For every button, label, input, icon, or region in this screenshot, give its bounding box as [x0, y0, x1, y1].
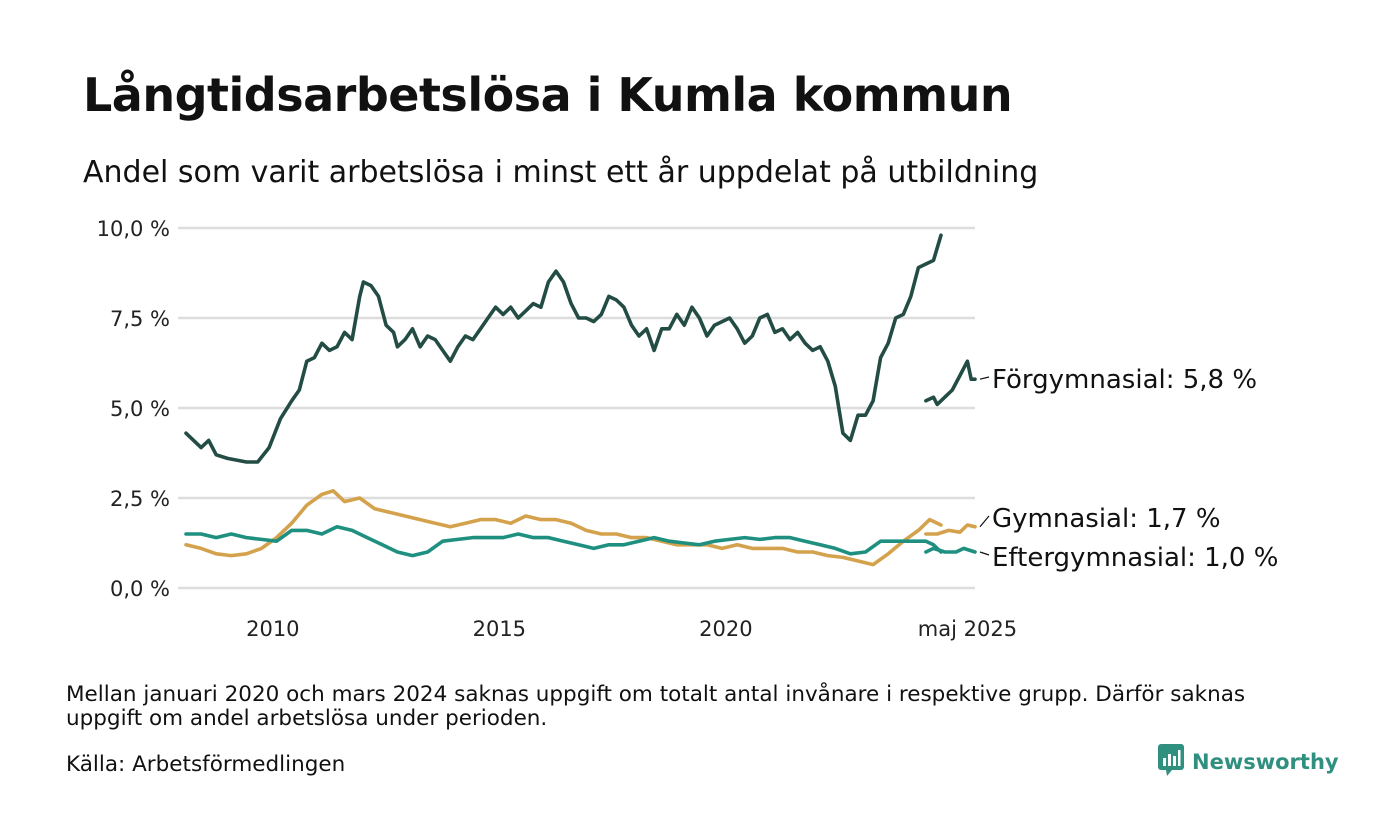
x-tick-label: 2015 [473, 617, 526, 641]
series-line-gymnasial-segment-1 [184, 489, 943, 567]
y-axis-ticks: 0,0 % 2,5 % 5,0 % 7,5 % 10,0 % [97, 217, 170, 601]
y-tick-label: 10,0 % [97, 217, 170, 241]
series-line-eftergymnasial-segment-2 [924, 546, 977, 554]
y-tick-label: 2,5 % [110, 487, 170, 511]
x-tick-label: 2020 [699, 617, 752, 641]
series-end-label: Gymnasial: 1,7 % [992, 504, 1221, 534]
newsworthy-brand: Newsworthy [1158, 744, 1339, 780]
source-credit: Källa: Arbetsförmedlingen [66, 752, 346, 777]
y-tick-label: 0,0 % [110, 577, 170, 601]
x-tick-label: 2010 [246, 617, 299, 641]
series-end-label: Eftergymnasial: 1,0 % [992, 543, 1278, 573]
series-line-förgymnasial-segment-2 [924, 359, 977, 407]
series-lines [184, 233, 977, 567]
end-label-leader [979, 551, 990, 556]
gridlines [178, 226, 975, 590]
series-line-eftergymnasial-segment-1 [184, 525, 943, 558]
chart-title: Långtidsarbetslösa i Kumla kommun [83, 68, 1013, 122]
x-tick-label: maj 2025 [918, 617, 1017, 641]
end-label-leader [979, 515, 990, 528]
chart-subtitle: Andel som varit arbetslösa i minst ett å… [83, 155, 1039, 190]
x-axis-ticks: 2010 2015 2020 maj 2025 [246, 617, 1017, 641]
brand-name: Newsworthy [1192, 750, 1339, 774]
end-label-leader [979, 376, 990, 380]
footnote: Mellan januari 2020 och mars 2024 saknas… [66, 682, 1246, 731]
series-end-label: Förgymnasial: 5,8 % [992, 365, 1257, 395]
line-chart: 0,0 % 2,5 % 5,0 % 7,5 % 10,0 % 2010 2015 2020 m… [97, 217, 1279, 641]
series-line-gymnasial-segment-2 [924, 523, 977, 536]
newsworthy-logo-icon [1158, 744, 1184, 780]
series-end-labels: Förgymnasial: 5,8 % Gymnasial: 1,7 % Efter… [979, 365, 1278, 573]
y-tick-label: 5,0 % [110, 397, 170, 421]
y-tick-label: 7,5 % [110, 307, 170, 331]
series-line-förgymnasial-segment-1 [184, 233, 943, 464]
